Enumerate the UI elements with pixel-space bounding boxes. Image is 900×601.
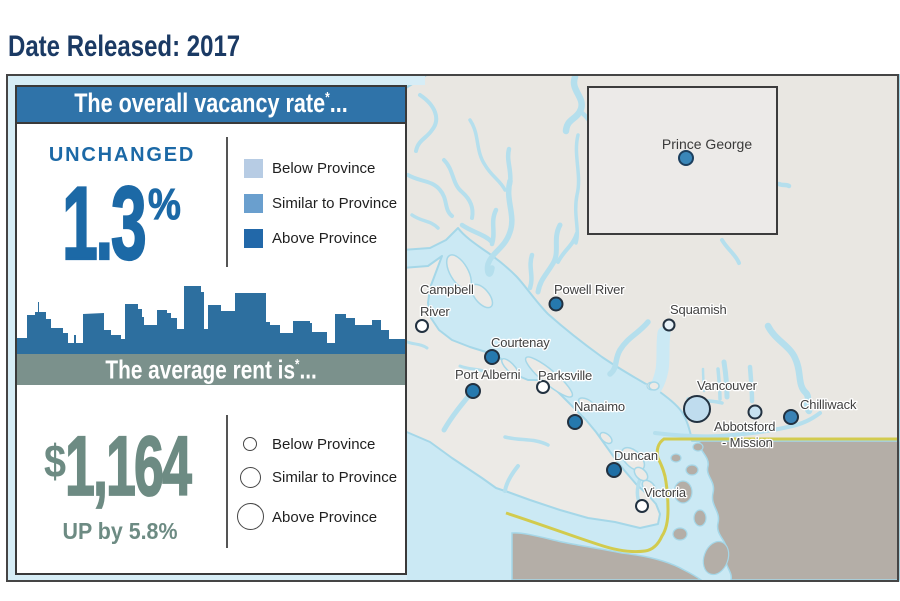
svg-text:Squamish: Squamish [670, 302, 727, 317]
svg-text:Victoria: Victoria [644, 485, 687, 500]
svg-text:Vancouver: Vancouver [697, 378, 758, 393]
svg-text:Duncan: Duncan [614, 448, 658, 463]
svg-text:Campbell: Campbell [420, 282, 474, 297]
svg-text:Prince George: Prince George [662, 136, 752, 152]
svg-text:Chilliwack: Chilliwack [800, 397, 857, 412]
svg-text:Powell River: Powell River [554, 282, 625, 297]
svg-text:Parksville: Parksville [538, 368, 592, 383]
svg-text:Courtenay: Courtenay [491, 335, 550, 350]
svg-text:- Mission: - Mission [722, 435, 773, 450]
svg-text:Abbotsford: Abbotsford [714, 419, 775, 434]
svg-text:River: River [420, 304, 450, 319]
svg-text:Port Alberni: Port Alberni [455, 367, 521, 382]
svg-text:Nanaimo: Nanaimo [574, 399, 625, 414]
